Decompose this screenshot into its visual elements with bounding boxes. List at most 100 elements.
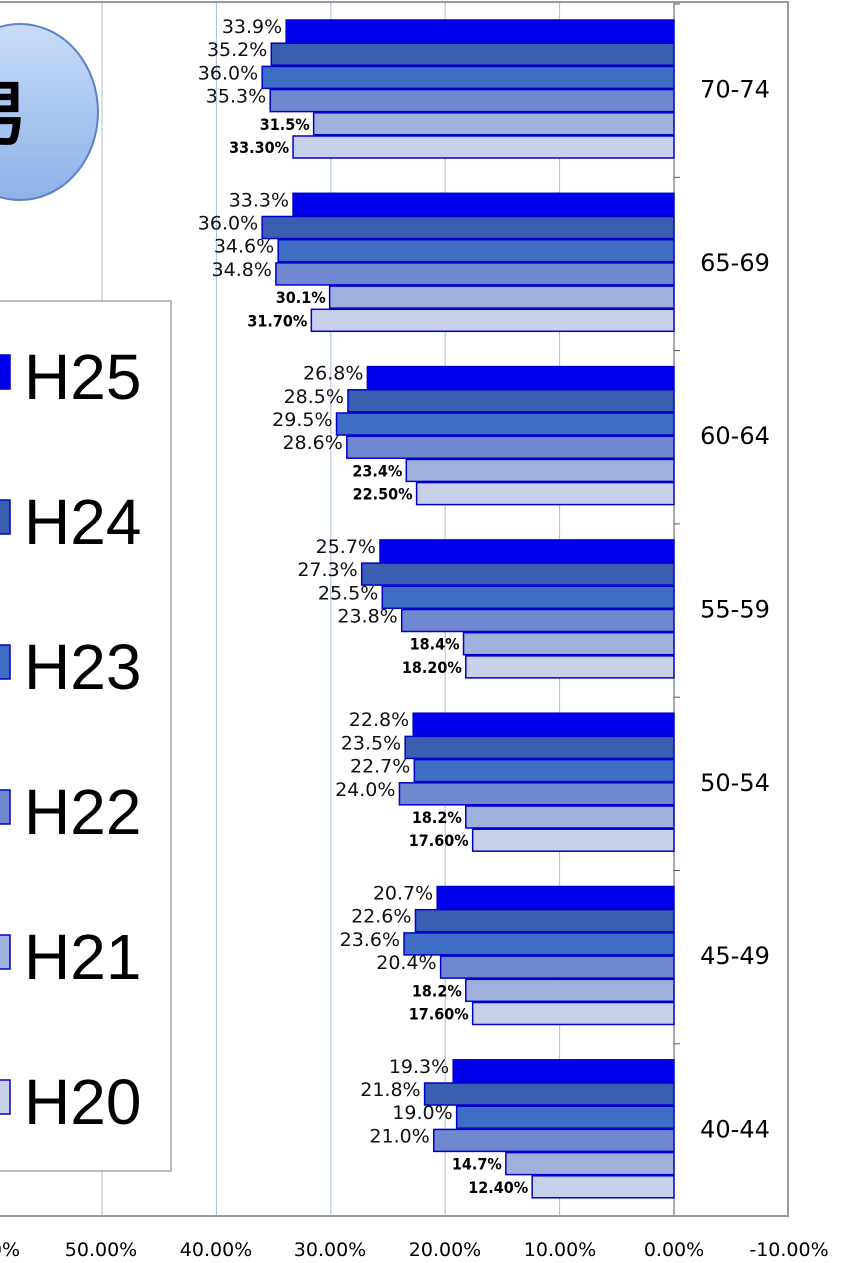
bar-h24-70-74	[270, 42, 675, 66]
data-label-h25-60-64: 26.8%	[303, 363, 363, 385]
bar-h21-55-59	[462, 631, 675, 656]
bar-h23-55-59	[381, 585, 675, 610]
category-label-55-59: 55-59	[700, 596, 770, 624]
chart-title-bubble: 男	[0, 23, 99, 201]
bar-h24-45-49	[414, 908, 675, 933]
x-tick-labels-layer: 0% 50.00% 40.00% 30.00% 20.00% 10.00% 0.00% -10…	[0, 1239, 829, 1261]
x-tick-label: 30.00%	[294, 1239, 366, 1261]
bar-h21-50-54	[465, 805, 675, 829]
data-label-h20-40-44: 12.40%	[468, 1178, 528, 1197]
bar-h22-65-69	[275, 262, 675, 286]
data-label-h25-55-59: 25.7%	[316, 536, 376, 558]
data-label-h21-55-59: 18.4%	[410, 635, 460, 654]
data-label-h24-70-74: 35.2%	[207, 39, 267, 61]
data-label-h21-70-74: 31.5%	[260, 115, 310, 134]
data-label-h20-45-49: 17.60%	[409, 1005, 469, 1024]
plot-area-border	[0, 1, 789, 1217]
data-label-h25-45-49: 20.7%	[373, 883, 433, 905]
bar-h22-70-74	[269, 88, 675, 113]
data-label-h23-65-69: 34.6%	[214, 236, 274, 258]
bar-h23-45-49	[403, 932, 675, 956]
legend: H25 H24 H23 H22 H21 H20	[0, 300, 172, 1172]
category-label-50-54: 50-54	[700, 769, 770, 797]
bar-h25-60-64	[366, 365, 675, 390]
data-label-h23-70-74: 36.0%	[198, 62, 258, 84]
data-label-h21-50-54: 18.2%	[412, 808, 462, 827]
bar-h25-55-59	[379, 539, 675, 563]
legend-swatch-h23	[0, 644, 11, 680]
bar-h21-45-49	[465, 978, 675, 1003]
bar-h20-70-74	[292, 135, 675, 159]
legend-label-h20: H20	[24, 1066, 141, 1138]
legend-box	[0, 300, 172, 1172]
data-label-h24-55-59: 27.3%	[297, 559, 357, 581]
bar-h21-40-44	[505, 1151, 675, 1176]
data-label-h23-60-64: 29.5%	[272, 409, 332, 431]
bar-h23-50-54	[413, 758, 675, 783]
bar-h24-60-64	[347, 389, 675, 413]
data-label-h24-45-49: 22.6%	[351, 906, 411, 928]
bar-h22-60-64	[346, 435, 675, 459]
category-label-70-74: 70-74	[700, 76, 770, 104]
data-label-h20-60-64: 22.50%	[353, 485, 413, 504]
bar-h23-70-74	[261, 65, 675, 90]
data-label-h20-65-69: 31.70%	[247, 311, 307, 330]
legend-swatch-h20	[0, 1079, 11, 1115]
bar-h22-40-44	[433, 1128, 675, 1153]
legend-label-h22: H22	[24, 776, 141, 848]
category-label-65-69: 65-69	[700, 249, 770, 277]
x-tick-label: 40.00%	[180, 1239, 252, 1261]
data-label-h22-55-59: 23.8%	[337, 606, 397, 628]
data-label-h20-55-59: 18.20%	[402, 658, 462, 677]
bar-h20-60-64	[415, 481, 675, 506]
bar-h23-40-44	[455, 1105, 675, 1129]
data-label-h24-50-54: 23.5%	[341, 732, 401, 754]
x-tick-label: -10.00%	[749, 1239, 828, 1261]
bar-h22-50-54	[398, 782, 675, 806]
data-label-h21-45-49: 18.2%	[412, 981, 462, 1000]
data-label-h22-45-49: 20.4%	[376, 952, 436, 974]
value-labels-layer: 33.9%35.2%36.0%35.3%31.5%33.30%33.3%36.0…	[198, 16, 528, 1197]
bar-h22-55-59	[400, 608, 675, 633]
data-label-h23-40-44: 19.0%	[392, 1102, 452, 1124]
data-label-h20-70-74: 33.30%	[229, 138, 289, 157]
bar-h24-65-69	[261, 215, 675, 240]
legend-swatch-h24	[0, 499, 11, 535]
bar-h21-65-69	[328, 285, 675, 309]
bar-h21-60-64	[405, 458, 675, 483]
x-tick-label: 0.00%	[644, 1239, 704, 1261]
bar-h21-70-74	[312, 112, 675, 136]
legend-swatch-h21	[0, 934, 11, 970]
bar-h25-70-74	[285, 19, 675, 43]
data-label-h25-65-69: 33.3%	[229, 189, 289, 211]
data-label-h24-65-69: 36.0%	[198, 213, 258, 235]
bar-h25-50-54	[412, 712, 675, 736]
data-label-h22-70-74: 35.3%	[206, 86, 266, 108]
data-label-h21-65-69: 30.1%	[276, 288, 326, 307]
bar-h23-60-64	[335, 412, 675, 436]
data-label-h20-50-54: 17.60%	[409, 831, 469, 850]
legend-swatch-h22	[0, 789, 11, 825]
data-label-h23-50-54: 22.7%	[350, 756, 410, 778]
legend-label-h23: H23	[24, 631, 141, 703]
x-tick-label: 10.00%	[524, 1239, 596, 1261]
bar-h20-50-54	[471, 828, 675, 852]
bar-h20-40-44	[531, 1175, 675, 1199]
data-label-h21-60-64: 23.4%	[352, 461, 402, 480]
x-tick-label: 20.00%	[409, 1239, 481, 1261]
data-label-h25-70-74: 33.9%	[222, 16, 282, 38]
data-label-h25-40-44: 19.3%	[389, 1056, 449, 1078]
x-tick-label: 50.00%	[65, 1239, 137, 1261]
bars-layer	[261, 19, 675, 1199]
bar-h23-65-69	[277, 238, 675, 263]
data-label-h24-40-44: 21.8%	[360, 1079, 420, 1101]
bar-h25-45-49	[436, 885, 675, 910]
bar-h22-45-49	[439, 955, 675, 979]
bar-h20-45-49	[471, 1001, 675, 1026]
data-label-h22-60-64: 28.6%	[282, 432, 342, 454]
data-label-h22-50-54: 24.0%	[335, 779, 395, 801]
bar-h24-40-44	[423, 1082, 675, 1106]
chart-title-fragment: 男	[0, 73, 28, 155]
bar-h24-55-59	[360, 562, 675, 586]
